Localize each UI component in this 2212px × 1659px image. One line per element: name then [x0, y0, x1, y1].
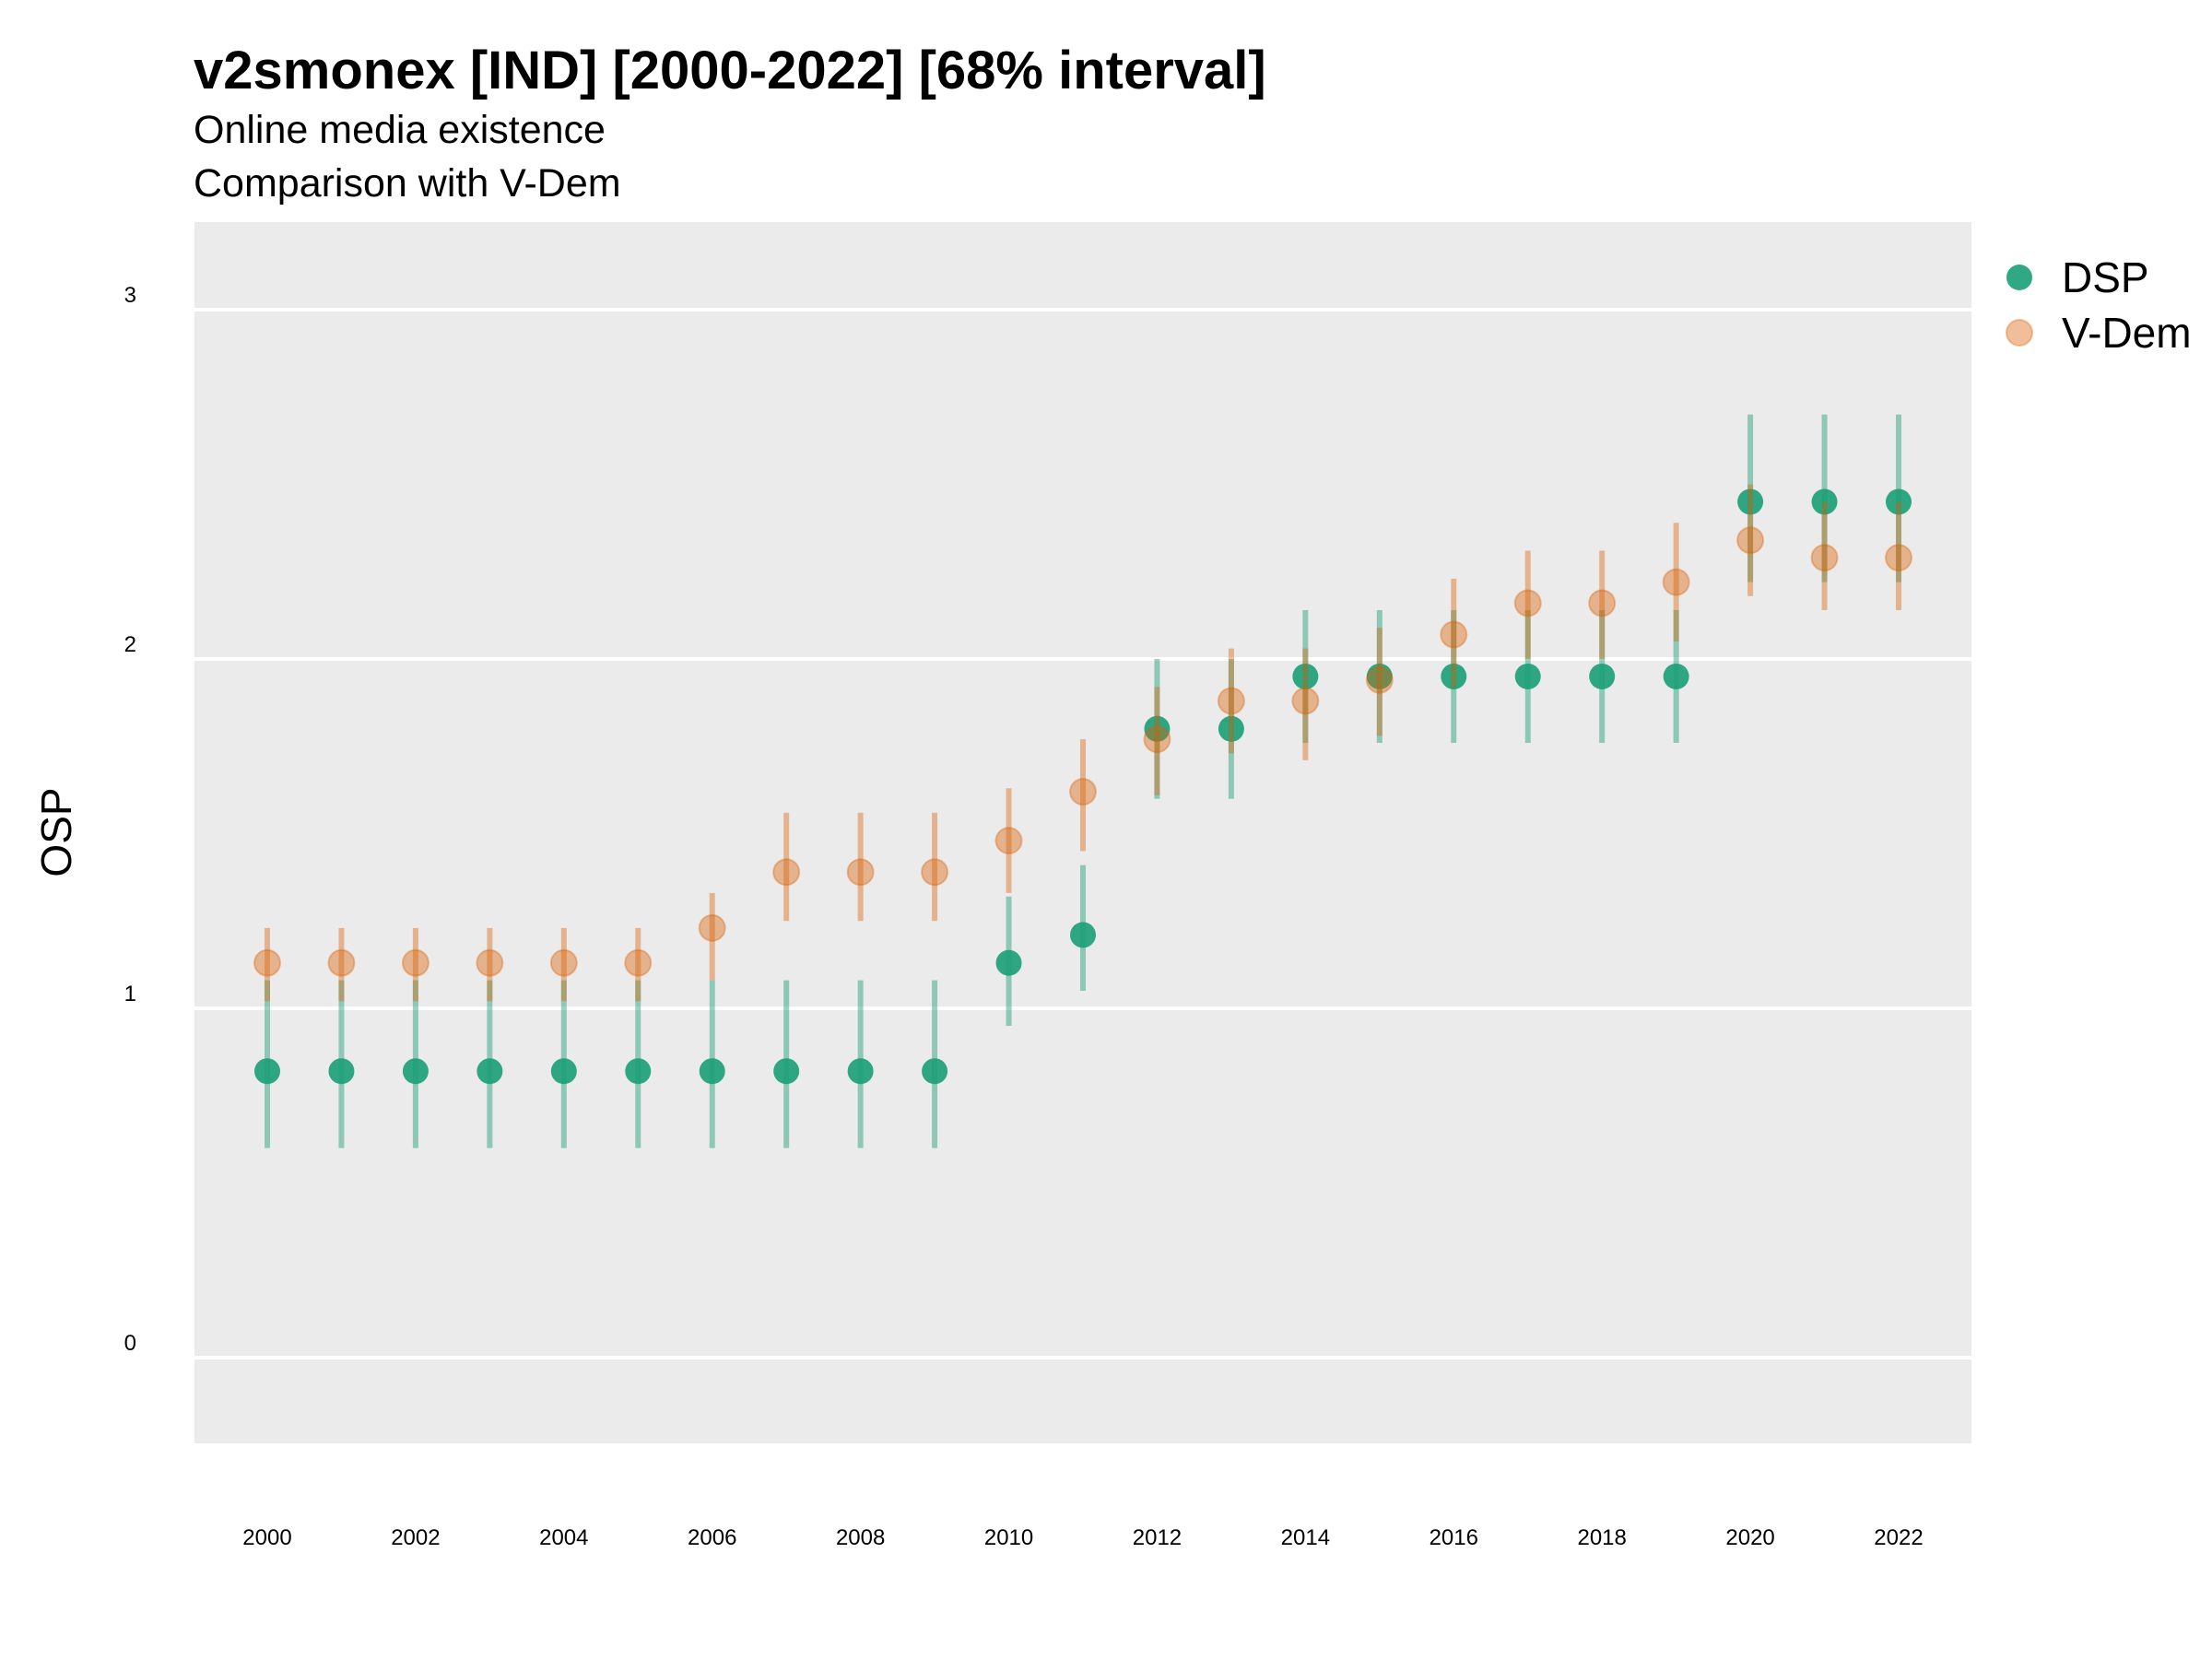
y-tick-label-3: 3	[124, 283, 136, 308]
point-vdem-2014	[1291, 687, 1320, 715]
point-dsp-2010	[995, 949, 1022, 976]
plot-panel	[194, 222, 1971, 1443]
point-vdem-2012	[1143, 725, 1171, 754]
grid-lines	[194, 308, 1971, 1359]
series-vdem	[253, 484, 1912, 1002]
point-vdem-2015	[1365, 665, 1394, 694]
point-vdem-2009	[921, 858, 949, 887]
legend-marker-dsp	[2006, 265, 2032, 290]
x-tick-label-2008: 2008	[836, 1525, 885, 1550]
legend-label-dsp: DSP	[2062, 253, 2149, 301]
point-vdem-2005	[624, 948, 653, 977]
point-vdem-2000	[253, 948, 281, 977]
point-dsp-2001	[328, 1058, 355, 1085]
x-tick-label-2002: 2002	[391, 1525, 440, 1550]
point-dsp-2007	[773, 1058, 800, 1085]
point-dsp-2008	[847, 1058, 874, 1085]
point-dsp-2014	[1292, 663, 1319, 689]
point-vdem-2004	[549, 948, 578, 977]
point-vdem-2002	[401, 948, 429, 977]
data-series	[253, 414, 1912, 1148]
y-axis-ticks: 0 1 2 3	[124, 283, 136, 1356]
x-tick-label-2020: 2020	[1725, 1525, 1774, 1550]
point-dsp-2013	[1218, 715, 1244, 742]
point-dsp-2021	[1811, 488, 1838, 515]
point-dsp-2020	[1737, 488, 1764, 515]
x-tick-label-2018: 2018	[1577, 1525, 1626, 1550]
legend: DSP V-Dem	[2006, 253, 2192, 357]
point-dsp-2019	[1663, 663, 1689, 689]
y-tick-label-0: 0	[124, 1331, 136, 1356]
point-vdem-2010	[994, 827, 1023, 855]
x-tick-label-2012: 2012	[1133, 1525, 1182, 1550]
point-dsp-2006	[699, 1058, 725, 1085]
point-vdem-2022	[1885, 544, 1912, 572]
chart-subtitle-1: Online media existence	[194, 108, 606, 152]
x-tick-label-2022: 2022	[1874, 1525, 1923, 1550]
y-tick-label-2: 2	[124, 632, 136, 657]
y-axis-label: OSP	[32, 787, 80, 877]
point-vdem-2003	[476, 948, 504, 977]
x-tick-label-2010: 2010	[984, 1525, 1033, 1550]
point-dsp-2022	[1886, 488, 1912, 515]
legend-label-vdem: V-Dem	[2062, 309, 2192, 357]
legend-marker-vdem	[2006, 319, 2033, 347]
chart-title: v2smonex [IND] [2000-2022] [68% interval…	[194, 41, 1266, 100]
point-dsp-2005	[625, 1058, 652, 1085]
point-vdem-2017	[1513, 589, 1542, 618]
point-vdem-2019	[1662, 568, 1690, 596]
point-dsp-2012	[1144, 715, 1171, 742]
x-tick-label-2000: 2000	[242, 1525, 291, 1550]
x-axis-ticks: 2000 2002 2004 2006 2008 2010 2012 2014 2016 2018…	[242, 1525, 1923, 1550]
chart-subtitle-2: Comparison with V-Dem	[194, 161, 621, 206]
point-vdem-2007	[772, 858, 801, 887]
point-dsp-2009	[922, 1058, 948, 1085]
series-dsp	[254, 414, 1912, 1148]
x-tick-label-2014: 2014	[1281, 1525, 1330, 1550]
point-dsp-2017	[1514, 663, 1541, 689]
point-vdem-2001	[327, 948, 356, 977]
point-vdem-2021	[1810, 544, 1839, 572]
point-vdem-2013	[1217, 687, 1245, 715]
x-tick-label-2016: 2016	[1430, 1525, 1478, 1550]
point-vdem-2016	[1440, 620, 1468, 649]
point-vdem-2018	[1588, 589, 1617, 618]
point-dsp-2002	[402, 1058, 429, 1085]
point-dsp-2016	[1441, 663, 1467, 689]
point-vdem-2006	[698, 913, 726, 942]
point-dsp-2000	[254, 1058, 280, 1085]
point-vdem-2020	[1736, 526, 1765, 555]
point-vdem-2011	[1069, 778, 1097, 806]
x-tick-label-2006: 2006	[688, 1525, 736, 1550]
y-tick-label-1: 1	[124, 982, 136, 1006]
x-tick-label-2004: 2004	[539, 1525, 588, 1550]
point-dsp-2011	[1070, 922, 1096, 948]
point-vdem-2008	[846, 858, 875, 887]
point-dsp-2004	[550, 1058, 577, 1085]
point-dsp-2015	[1366, 663, 1393, 689]
point-dsp-2003	[477, 1058, 503, 1085]
point-dsp-2018	[1589, 663, 1616, 689]
